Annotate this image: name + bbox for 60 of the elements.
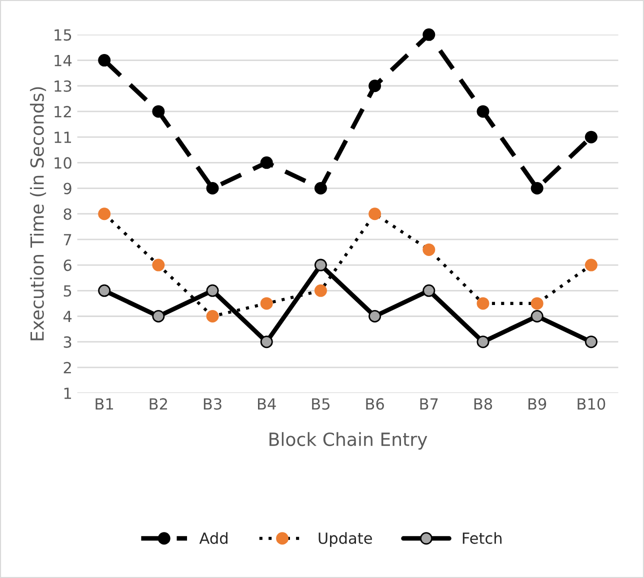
- y-tick-label: 14: [54, 54, 72, 66]
- x-tick-label: B2: [150, 398, 167, 410]
- y-tick-label: 11: [54, 132, 72, 143]
- legend-label: Update: [318, 532, 372, 547]
- point: [368, 80, 382, 92]
- legend-label: Fetch: [462, 532, 502, 544]
- y-tick-label: 9: [64, 182, 72, 194]
- point: [530, 297, 544, 310]
- y-tick-label: 2: [64, 362, 71, 374]
- point: [584, 258, 598, 272]
- point: [152, 258, 165, 272]
- x-tick-label: B5: [312, 398, 330, 410]
- y-tick-label: 8: [64, 208, 72, 220]
- point: [206, 310, 219, 322]
- y-tick-label: 1: [64, 388, 72, 399]
- point: [422, 243, 436, 256]
- y-tick-label: 13: [54, 80, 72, 92]
- point: [530, 310, 544, 322]
- y-axis-title: Execution Time (in Seconds): [30, 87, 46, 340]
- point: [422, 28, 436, 41]
- point: [98, 208, 111, 220]
- y-tick-label: 5: [64, 285, 72, 297]
- y-tick-label: 10: [54, 157, 72, 169]
- point: [368, 208, 382, 220]
- point: [260, 156, 273, 169]
- point: [260, 297, 273, 310]
- x-tick-label: B3: [204, 398, 222, 410]
- x-tick-label: B10: [578, 398, 606, 410]
- point: [584, 336, 598, 348]
- point: [314, 258, 327, 272]
- y-tick-label: 3: [64, 336, 72, 348]
- y-tick-label: 6: [64, 260, 72, 272]
- legend-label: Add: [199, 532, 228, 544]
- x-axis-title: Block Chain Entry: [270, 432, 428, 450]
- point: [314, 284, 327, 297]
- point: [98, 54, 111, 67]
- y-tick-label: 7: [64, 234, 72, 246]
- x-tick-label: B8: [474, 398, 492, 410]
- x-tick-label: B9: [528, 398, 546, 410]
- point: [314, 182, 327, 195]
- y-tick-label: 15: [54, 29, 72, 41]
- point: [98, 284, 111, 297]
- point: [530, 182, 544, 195]
- point: [476, 336, 490, 348]
- point: [476, 297, 490, 310]
- y-tick-label: 4: [63, 310, 72, 322]
- point: [206, 284, 219, 297]
- x-tick-label: B6: [366, 398, 384, 410]
- point: [260, 336, 273, 348]
- point: [422, 284, 436, 297]
- x-tick-label: B1: [96, 398, 114, 410]
- x-tick-label: B7: [420, 398, 438, 410]
- point: [476, 105, 490, 118]
- x-tick-label: B4: [258, 398, 276, 410]
- point: [584, 130, 598, 144]
- y-tick-label: 12: [54, 106, 71, 118]
- point: [206, 182, 219, 195]
- point: [152, 310, 165, 322]
- point: [368, 310, 382, 322]
- point: [152, 105, 165, 118]
